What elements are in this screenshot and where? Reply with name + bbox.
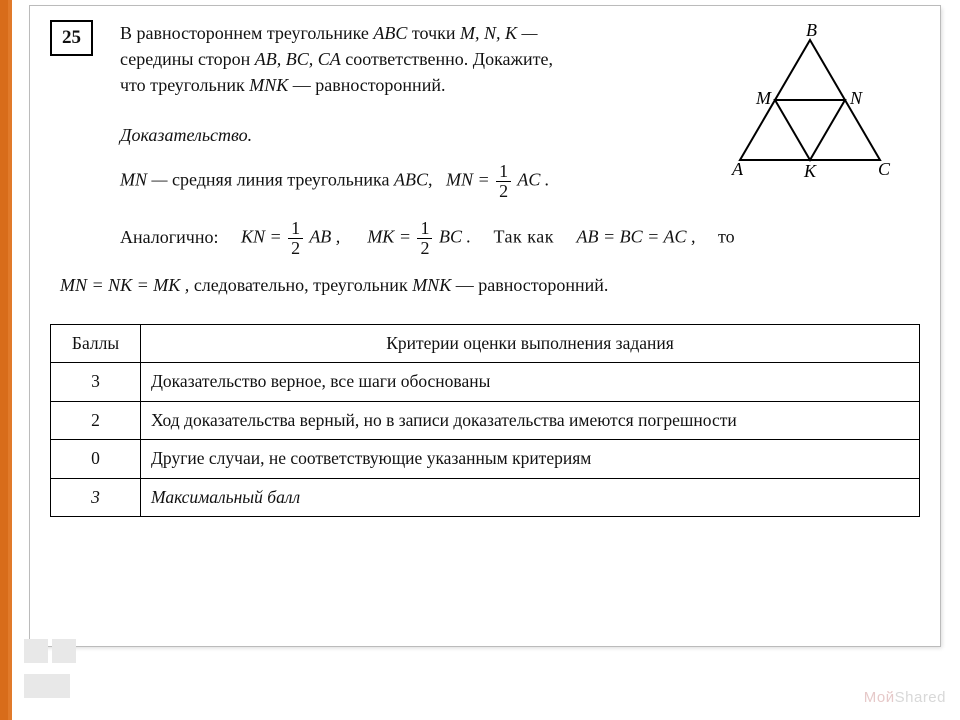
table-row: 2 Ход доказательства верный, но в записи… (51, 401, 920, 439)
table-row: 0 Другие случаи, не соответствующие указ… (51, 440, 920, 478)
watermark-my: Мой (864, 689, 895, 706)
fraction: 12 (496, 162, 511, 201)
label-A: A (731, 159, 744, 179)
problem-number-box: 25 (50, 20, 93, 56)
mnk: MNK (249, 75, 288, 95)
label-N: N (849, 88, 863, 108)
score-cell: 0 (51, 440, 141, 478)
problem-number: 25 (62, 27, 81, 48)
sides: AB, BC, CA (255, 49, 341, 69)
eq-rhs: AB , (305, 227, 340, 247)
text: , (428, 170, 437, 190)
text: — равносторонний. (451, 275, 608, 295)
proof-line-3: MN = NK = MK , следовательно, треугольни… (50, 272, 920, 298)
text: следовательно, треугольник (194, 275, 412, 295)
accent-stripe (0, 0, 12, 720)
square-icon (52, 639, 76, 663)
table-row: 3 Доказательство верное, все шаги обосно… (51, 363, 920, 401)
mn: MN — (120, 170, 172, 190)
desc-cell: Максимальный балл (141, 478, 920, 516)
label-M: M (755, 88, 772, 108)
accent-stripe-inner (0, 0, 8, 720)
slide-frame: 25 В равностороннем треугольнике ABC точ… (30, 6, 940, 646)
col-criteria: Критерии оценки выполнения задания (141, 325, 920, 363)
watermark-shared: Shared (895, 689, 946, 706)
table-row: 3 Максимальный балл (51, 478, 920, 516)
corner-decoration (22, 637, 78, 700)
square-icon (24, 639, 48, 663)
text: соответственно. Докажите, (341, 49, 553, 69)
eq-lhs: KN = (241, 227, 286, 247)
label-K: K (803, 161, 817, 180)
content-area: 25 В равностороннем треугольнике ABC точ… (50, 20, 920, 632)
score-cell: 2 (51, 401, 141, 439)
text: Так как (493, 227, 554, 247)
text: В равностороннем треугольнике (120, 23, 373, 43)
desc-cell: Доказательство верное, все шаги обоснова… (141, 363, 920, 401)
fraction: 12 (288, 219, 303, 258)
text: что треугольник (120, 75, 249, 95)
eq-rhs: BC . (434, 227, 471, 247)
score-cell: 3 (51, 363, 141, 401)
eq-lhs: MK = (367, 227, 415, 247)
text: точки (407, 23, 460, 43)
square-icon (24, 674, 70, 698)
eq-rhs: AC . (513, 170, 549, 190)
text: то (718, 227, 735, 247)
watermark: МойShared (864, 689, 946, 706)
problem-statement: В равностороннем треугольнике ABC точки … (120, 20, 700, 98)
col-score: Баллы (51, 325, 141, 363)
points: M, N, K — (460, 23, 538, 43)
desc-cell: Ход доказательства верный, но в записи д… (141, 401, 920, 439)
eq: MN = NK = MK , (60, 275, 189, 295)
eq: AB = BC = AC , (576, 227, 695, 247)
rubric-table-wrap: Баллы Критерии оценки выполнения задания… (50, 324, 920, 517)
desc-cell: Другие случаи, не соответствующие указан… (141, 440, 920, 478)
abc: ABC (373, 23, 407, 43)
triangle-figure: A B C M N K (710, 20, 910, 180)
fraction: 12 (417, 219, 432, 258)
mnk: MNK (412, 275, 451, 295)
text: середины сторон (120, 49, 255, 69)
table-header-row: Баллы Критерии оценки выполнения задания (51, 325, 920, 363)
label-B: B (806, 20, 817, 40)
abc: ABC (394, 170, 428, 190)
proof-line-2: Аналогично: KN = 12 AB , MK = 12 BC . Та… (50, 219, 920, 258)
eq-lhs: MN = (446, 170, 494, 190)
text: Аналогично: (120, 227, 218, 247)
rubric-table: Баллы Критерии оценки выполнения задания… (50, 324, 920, 517)
triangle-svg: A B C M N K (710, 20, 910, 180)
text: — равносторонний. (288, 75, 445, 95)
label-C: C (878, 159, 891, 179)
score-cell: 3 (51, 478, 141, 516)
text: средняя линия треугольника (172, 170, 394, 190)
